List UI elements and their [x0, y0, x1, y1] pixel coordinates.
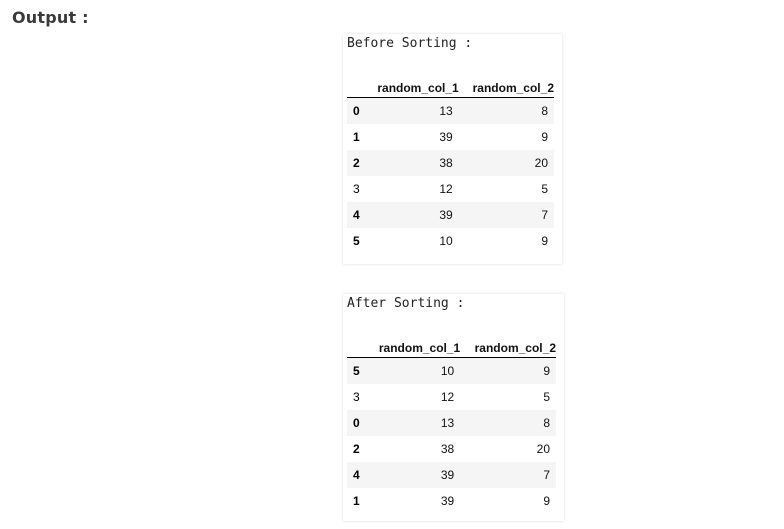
- cell-random-col-2: 7: [543, 467, 550, 482]
- column-header-random-col-1: random_col_1: [378, 341, 461, 355]
- cell-random-col-2: 8: [543, 415, 550, 430]
- row-index: 4: [353, 467, 360, 482]
- row-index: 3: [353, 389, 360, 404]
- row-index: 0: [353, 103, 360, 118]
- cell-random-col-2: 5: [543, 389, 550, 404]
- column-header-random-col-2: random_col_2: [474, 341, 556, 355]
- table-row: 2 38 20: [347, 436, 556, 462]
- table-row: 2 38 20: [347, 149, 554, 176]
- column-header-random-col-2: random_col_2: [472, 81, 554, 95]
- output-heading: Output :: [12, 8, 89, 27]
- cell-random-col-2: 8: [541, 103, 548, 118]
- cell-random-col-2: 7: [541, 207, 548, 222]
- row-index: 2: [353, 155, 360, 170]
- cell-random-col-1: 39: [440, 493, 455, 508]
- table-row: 4 39 7: [347, 201, 554, 228]
- cell-random-col-2: 5: [541, 181, 548, 196]
- cell-random-col-1: 39: [440, 467, 455, 482]
- table-row: 0 13 8: [347, 97, 554, 124]
- cell-random-col-1: 12: [439, 181, 453, 196]
- cell-random-col-2: 9: [543, 363, 550, 378]
- table-row: 1 39 9: [347, 124, 554, 150]
- row-index: 3: [353, 181, 360, 196]
- before-sorting-panel: Before Sorting : random_col_1 random_col…: [343, 34, 562, 264]
- table-row: 3 12 5: [347, 176, 554, 202]
- cell-random-col-1: 13: [439, 103, 453, 118]
- index-header: [347, 79, 360, 98]
- after-sorting-title: After Sorting :: [347, 296, 465, 311]
- table-row: 0 13 8: [347, 409, 556, 436]
- row-index: 5: [353, 233, 360, 248]
- table-header-row: random_col_1 random_col_2: [347, 79, 554, 98]
- row-index: 1: [353, 493, 360, 508]
- cell-random-col-2: 9: [543, 493, 550, 508]
- cell-random-col-1: 39: [439, 207, 453, 222]
- cell-random-col-1: 39: [439, 129, 453, 144]
- table-row: 5 10 9: [347, 228, 554, 254]
- table-row: 1 39 9: [347, 488, 556, 514]
- cell-random-col-1: 13: [440, 415, 455, 430]
- row-index: 5: [353, 363, 360, 378]
- table-row: 3 12 5: [347, 384, 556, 410]
- before-sorting-table: random_col_1 random_col_2 0 13 8 1 39 9 …: [347, 79, 554, 254]
- cell-random-col-1: 10: [439, 233, 453, 248]
- cell-random-col-2: 20: [534, 155, 548, 170]
- row-index: 1: [353, 129, 360, 144]
- row-index: 4: [353, 207, 360, 222]
- table-header-row: random_col_1 random_col_2: [347, 339, 556, 358]
- cell-random-col-2: 9: [541, 129, 548, 144]
- row-index: 2: [353, 441, 360, 456]
- index-header: [347, 339, 360, 358]
- after-sorting-table: random_col_1 random_col_2 5 10 9 3 12 5 …: [347, 339, 556, 514]
- table-row: 4 39 7: [347, 461, 556, 488]
- cell-random-col-1: 12: [440, 389, 455, 404]
- table-row: 5 10 9: [347, 357, 556, 384]
- column-header-random-col-1: random_col_1: [377, 81, 459, 95]
- before-sorting-title: Before Sorting :: [347, 36, 473, 51]
- cell-random-col-1: 10: [440, 363, 455, 378]
- cell-random-col-1: 38: [439, 155, 453, 170]
- row-index: 0: [353, 415, 360, 430]
- cell-random-col-2: 9: [541, 233, 548, 248]
- cell-random-col-2: 20: [536, 441, 550, 456]
- after-sorting-panel: After Sorting : random_col_1 random_col_…: [343, 294, 564, 521]
- cell-random-col-1: 38: [440, 441, 455, 456]
